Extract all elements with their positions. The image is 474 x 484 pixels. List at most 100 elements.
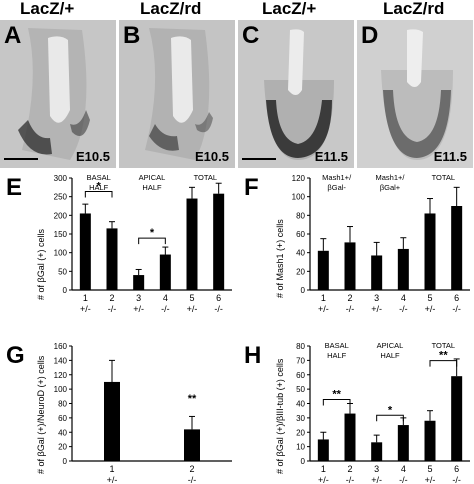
x-tick-genotype-3: +/- [371,475,382,484]
group-label-1: HALF [89,183,109,192]
y-tick-label: 0 [301,457,306,466]
micrograph-a-image [0,20,116,168]
micrograph-b-image [119,20,235,168]
micrograph-c: C E11.5 [238,20,354,168]
y-tick-label: 150 [54,230,68,239]
panel-label-e: E [6,174,23,201]
y-tick-label: 140 [54,356,68,365]
x-tick-number-2: 2 [109,293,114,303]
y-tick-label: 60 [296,230,305,239]
y-tick-label: 300 [54,174,68,183]
bar-1 [104,381,120,461]
significance-bracket-1 [322,398,351,406]
bar-6 [451,376,463,461]
y-tick-label: 100 [292,193,306,202]
panel-label-d: D [361,22,379,49]
y-tick-label: 20 [296,267,305,276]
bar-3 [371,442,383,461]
group-label-2: βGal+ [380,183,401,192]
y-tick-label: 30 [296,414,305,423]
significance-mark-1: ** [332,388,341,400]
x-tick-number-4: 4 [163,293,168,303]
header-panel-b: LacZ/rd [140,0,202,18]
x-tick-number-1: 1 [83,293,88,303]
x-tick-genotype-1: +/- [80,304,91,314]
group-label-3: TOTAL [432,341,455,350]
bar-5 [424,213,436,290]
group-label-1: BASAL [87,173,111,182]
stage-label-a: E10.5 [76,149,110,164]
x-tick-genotype-1: +/- [107,475,118,484]
bar-3 [133,275,145,290]
y-tick-label: 250 [54,193,68,202]
x-tick-genotype-2: -/- [346,475,355,484]
group-label-2: HALF [142,183,162,192]
x-tick-number-1: 1 [109,464,114,474]
significance-mark-1: ** [188,393,197,405]
x-tick-genotype-2: -/- [108,304,117,314]
bar-1 [79,213,91,290]
x-tick-genotype-3: +/- [371,304,382,314]
significance-mark-2: * [388,404,393,416]
bar-4 [159,254,171,290]
y-tick-label: 50 [296,385,305,394]
x-tick-genotype-5: +/- [425,304,436,314]
x-tick-number-3: 3 [136,293,141,303]
bar-2 [344,242,356,290]
panel-label-f: F [244,174,259,201]
group-label-2: APICAL [377,341,404,350]
chart-svg-g: 0 20 40 60 80 100 120 140 160 1+/- 2-/- ** [54,342,232,484]
chart-e: 0 50 100 150 200 250 300 1 +/- 2 -/- 3 +/- 4 -/- 5 +/- 6-… [0,170,237,340]
x-tick-number-3: 3 [374,293,379,303]
x-tick-genotype-6: -/- [214,304,223,314]
bar-2 [344,413,356,461]
y-tick-label: 40 [58,428,67,437]
micrograph-c-image [238,20,354,168]
y-tick-label: 80 [296,211,305,220]
significance-mark-3: ** [439,350,448,362]
y-tick-label: 200 [54,211,68,220]
chart-g: 0 20 40 60 80 100 120 140 160 1 +/- 2 -/- ** [0,340,237,484]
y-tick-label: 120 [292,174,306,183]
group-label-2: Mash1+/ [376,173,406,182]
x-tick-number-6: 6 [216,293,221,303]
group-label-3: TOTAL [194,173,217,182]
x-tick-number-4: 4 [401,464,406,474]
group-label-1: βGal- [327,183,346,192]
x-tick-number-5: 5 [427,464,432,474]
group-label-2: APICAL [139,173,166,182]
x-tick-genotype-1: +/- [318,304,329,314]
panel-label-g: G [6,342,25,369]
x-tick-genotype-4: -/- [399,475,408,484]
bar-1 [317,439,329,461]
y-tick-label: 20 [58,443,67,452]
bar-1 [317,250,329,290]
stage-label-c: E11.5 [314,149,348,164]
group-label-3: TOTAL [432,173,455,182]
panel-label-h: H [244,342,262,369]
x-tick-genotype-5: +/- [187,304,198,314]
micrograph-d: D E11.5 [357,20,473,168]
y-tick-label: 40 [296,249,305,258]
significance-bracket-2 [138,237,166,245]
micrograph-b: B E10.5 [119,20,235,168]
x-tick-genotype-6: -/- [452,475,461,484]
stage-label-d: E11.5 [433,149,467,164]
x-tick-genotype-6: -/- [452,304,461,314]
stage-label-b: E10.5 [195,149,229,164]
x-tick-number-1: 1 [321,464,326,474]
bar-2 [184,429,200,461]
x-tick-genotype-3: +/- [133,304,144,314]
x-tick-genotype-4: -/- [161,304,170,314]
y-tick-label: 80 [296,342,305,351]
x-tick-number-3: 3 [374,464,379,474]
x-tick-number-5: 5 [189,293,194,303]
y-tick-label: 80 [58,400,67,409]
y-tick-label: 60 [296,371,305,380]
x-tick-number-5: 5 [427,293,432,303]
x-tick-genotype-5: +/- [425,475,436,484]
y-tick-label: 60 [58,414,67,423]
significance-bracket-2 [376,414,404,422]
chart-svg-h: 010203040506070801+/-2-/-3+/-4-/-5+/-6-/… [296,341,470,484]
bar-3 [371,255,383,290]
